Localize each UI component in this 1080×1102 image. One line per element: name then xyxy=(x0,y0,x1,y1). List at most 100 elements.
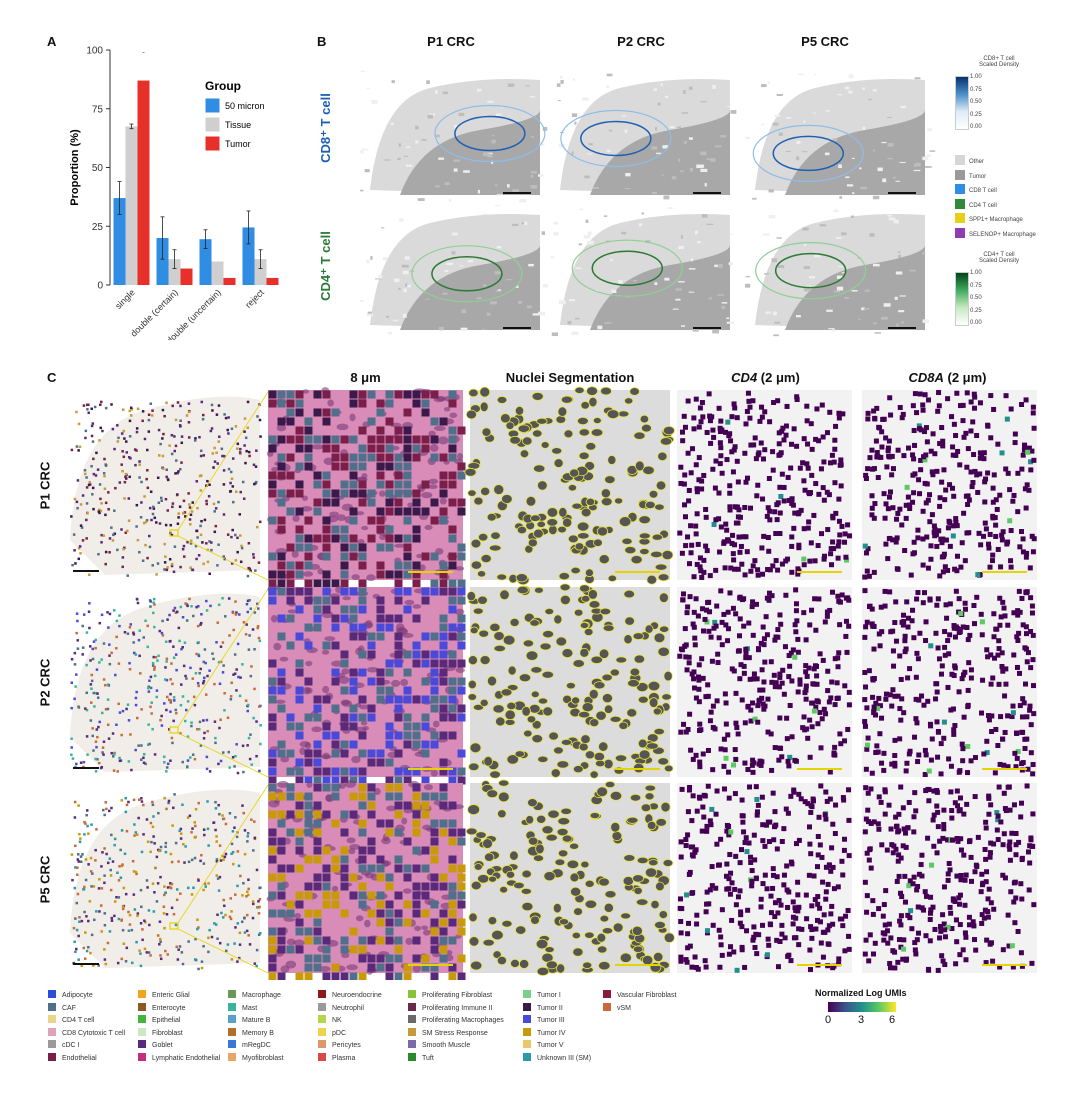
bin-8um xyxy=(349,507,358,516)
expression-bin xyxy=(838,462,844,468)
overview-spot xyxy=(194,937,197,941)
overview-spot xyxy=(146,624,149,628)
bin-8um xyxy=(412,650,421,659)
overview-spot xyxy=(249,569,252,573)
overview-spot xyxy=(181,695,185,698)
segmented-nucleus xyxy=(553,746,564,755)
zoom-line xyxy=(177,784,269,924)
overview-spot xyxy=(161,408,165,412)
expression-bin xyxy=(766,942,772,948)
cd8a-col-suffix: (2 μm) xyxy=(943,370,987,385)
bin-8um xyxy=(349,614,358,623)
overview-spot xyxy=(216,462,219,465)
overview-spot xyxy=(163,761,166,764)
overview-spot xyxy=(231,500,235,504)
expression-bin xyxy=(1028,665,1034,671)
expression-bin xyxy=(871,569,877,575)
overview-spot xyxy=(175,888,179,891)
segmented-nucleus xyxy=(545,960,558,970)
segmented-nucleus xyxy=(663,764,674,773)
zoom-line xyxy=(177,588,269,728)
overview-spot xyxy=(151,803,155,807)
nucleus xyxy=(439,497,447,505)
expression-bin xyxy=(784,736,790,742)
expression-bin xyxy=(700,804,706,810)
bin-8um xyxy=(322,417,331,426)
tissue-speck xyxy=(675,298,681,301)
segmented-nucleus xyxy=(522,639,535,648)
bin-8um xyxy=(412,498,421,507)
expression-bin xyxy=(683,654,689,660)
tissue-speck xyxy=(553,232,559,236)
expression-bin xyxy=(1030,762,1036,768)
expression-bin xyxy=(731,762,737,768)
overview-spot xyxy=(77,449,80,452)
expression-bin xyxy=(912,391,918,397)
expression-bin xyxy=(1028,750,1034,756)
overview-spot xyxy=(231,528,234,532)
overview-spot xyxy=(142,756,145,760)
overview-spot xyxy=(189,539,193,543)
expression-bin xyxy=(815,901,821,907)
overview-spot xyxy=(83,833,86,836)
segmented-nucleus xyxy=(601,693,614,704)
bin-8um xyxy=(376,596,385,605)
tissue-speck xyxy=(482,328,485,331)
overview-spot xyxy=(110,806,113,810)
expression-bin xyxy=(679,429,685,435)
expression-bin xyxy=(718,942,724,948)
bin-8um xyxy=(277,686,286,695)
tissue-speck xyxy=(360,70,365,73)
overview-spot xyxy=(259,742,262,746)
expression-bin xyxy=(792,510,798,516)
expression-bin xyxy=(732,444,738,450)
expression-bin xyxy=(982,499,988,505)
overview-spot xyxy=(74,917,77,920)
segmented-nucleus xyxy=(562,517,573,528)
expression-bin xyxy=(814,917,820,923)
overview-spot xyxy=(205,767,209,771)
expression-bin xyxy=(783,806,789,812)
segmented-nucleus xyxy=(659,437,673,446)
expression-bin xyxy=(786,674,792,680)
expression-bin xyxy=(772,809,778,815)
segmented-nucleus xyxy=(557,849,569,858)
overview-spot xyxy=(159,954,162,957)
bin-8um xyxy=(331,641,340,650)
expression-bin xyxy=(921,454,927,460)
overview-spot xyxy=(160,499,163,503)
expression-bin xyxy=(738,909,744,915)
overview-spot xyxy=(98,878,101,881)
expression-bin xyxy=(930,431,936,437)
expression-bin xyxy=(965,770,971,776)
expression-bin xyxy=(999,650,1005,656)
overview-spot xyxy=(226,943,230,946)
bin-8um xyxy=(403,543,412,552)
bin-8um xyxy=(367,516,376,525)
tissue-speck xyxy=(383,257,388,261)
segmented-nucleus xyxy=(543,871,556,882)
overview-spot xyxy=(140,797,143,800)
expression-bin xyxy=(752,857,758,863)
panel-c-row-p1: P1 CRC xyxy=(37,461,53,510)
overview-spot xyxy=(147,951,151,954)
overview-spot xyxy=(166,509,170,512)
expression-bin xyxy=(832,744,838,750)
overview-spot xyxy=(107,809,111,813)
bin-8um xyxy=(394,453,403,462)
expression-bin xyxy=(899,619,905,625)
bin-8um xyxy=(457,587,466,596)
expression-bin xyxy=(820,434,826,440)
expression-bin xyxy=(890,466,896,472)
segmented-nucleus xyxy=(658,910,668,920)
overview-spot xyxy=(188,506,192,509)
bin-8um xyxy=(385,882,394,891)
segmented-nucleus xyxy=(599,607,612,616)
expression-bin xyxy=(890,505,896,511)
segmented-nucleus xyxy=(630,555,643,565)
overview-spot xyxy=(115,635,118,639)
overview-spot xyxy=(140,480,143,484)
bin-8um xyxy=(403,552,412,561)
expression-bin xyxy=(705,693,711,699)
overview-spot xyxy=(223,692,226,695)
